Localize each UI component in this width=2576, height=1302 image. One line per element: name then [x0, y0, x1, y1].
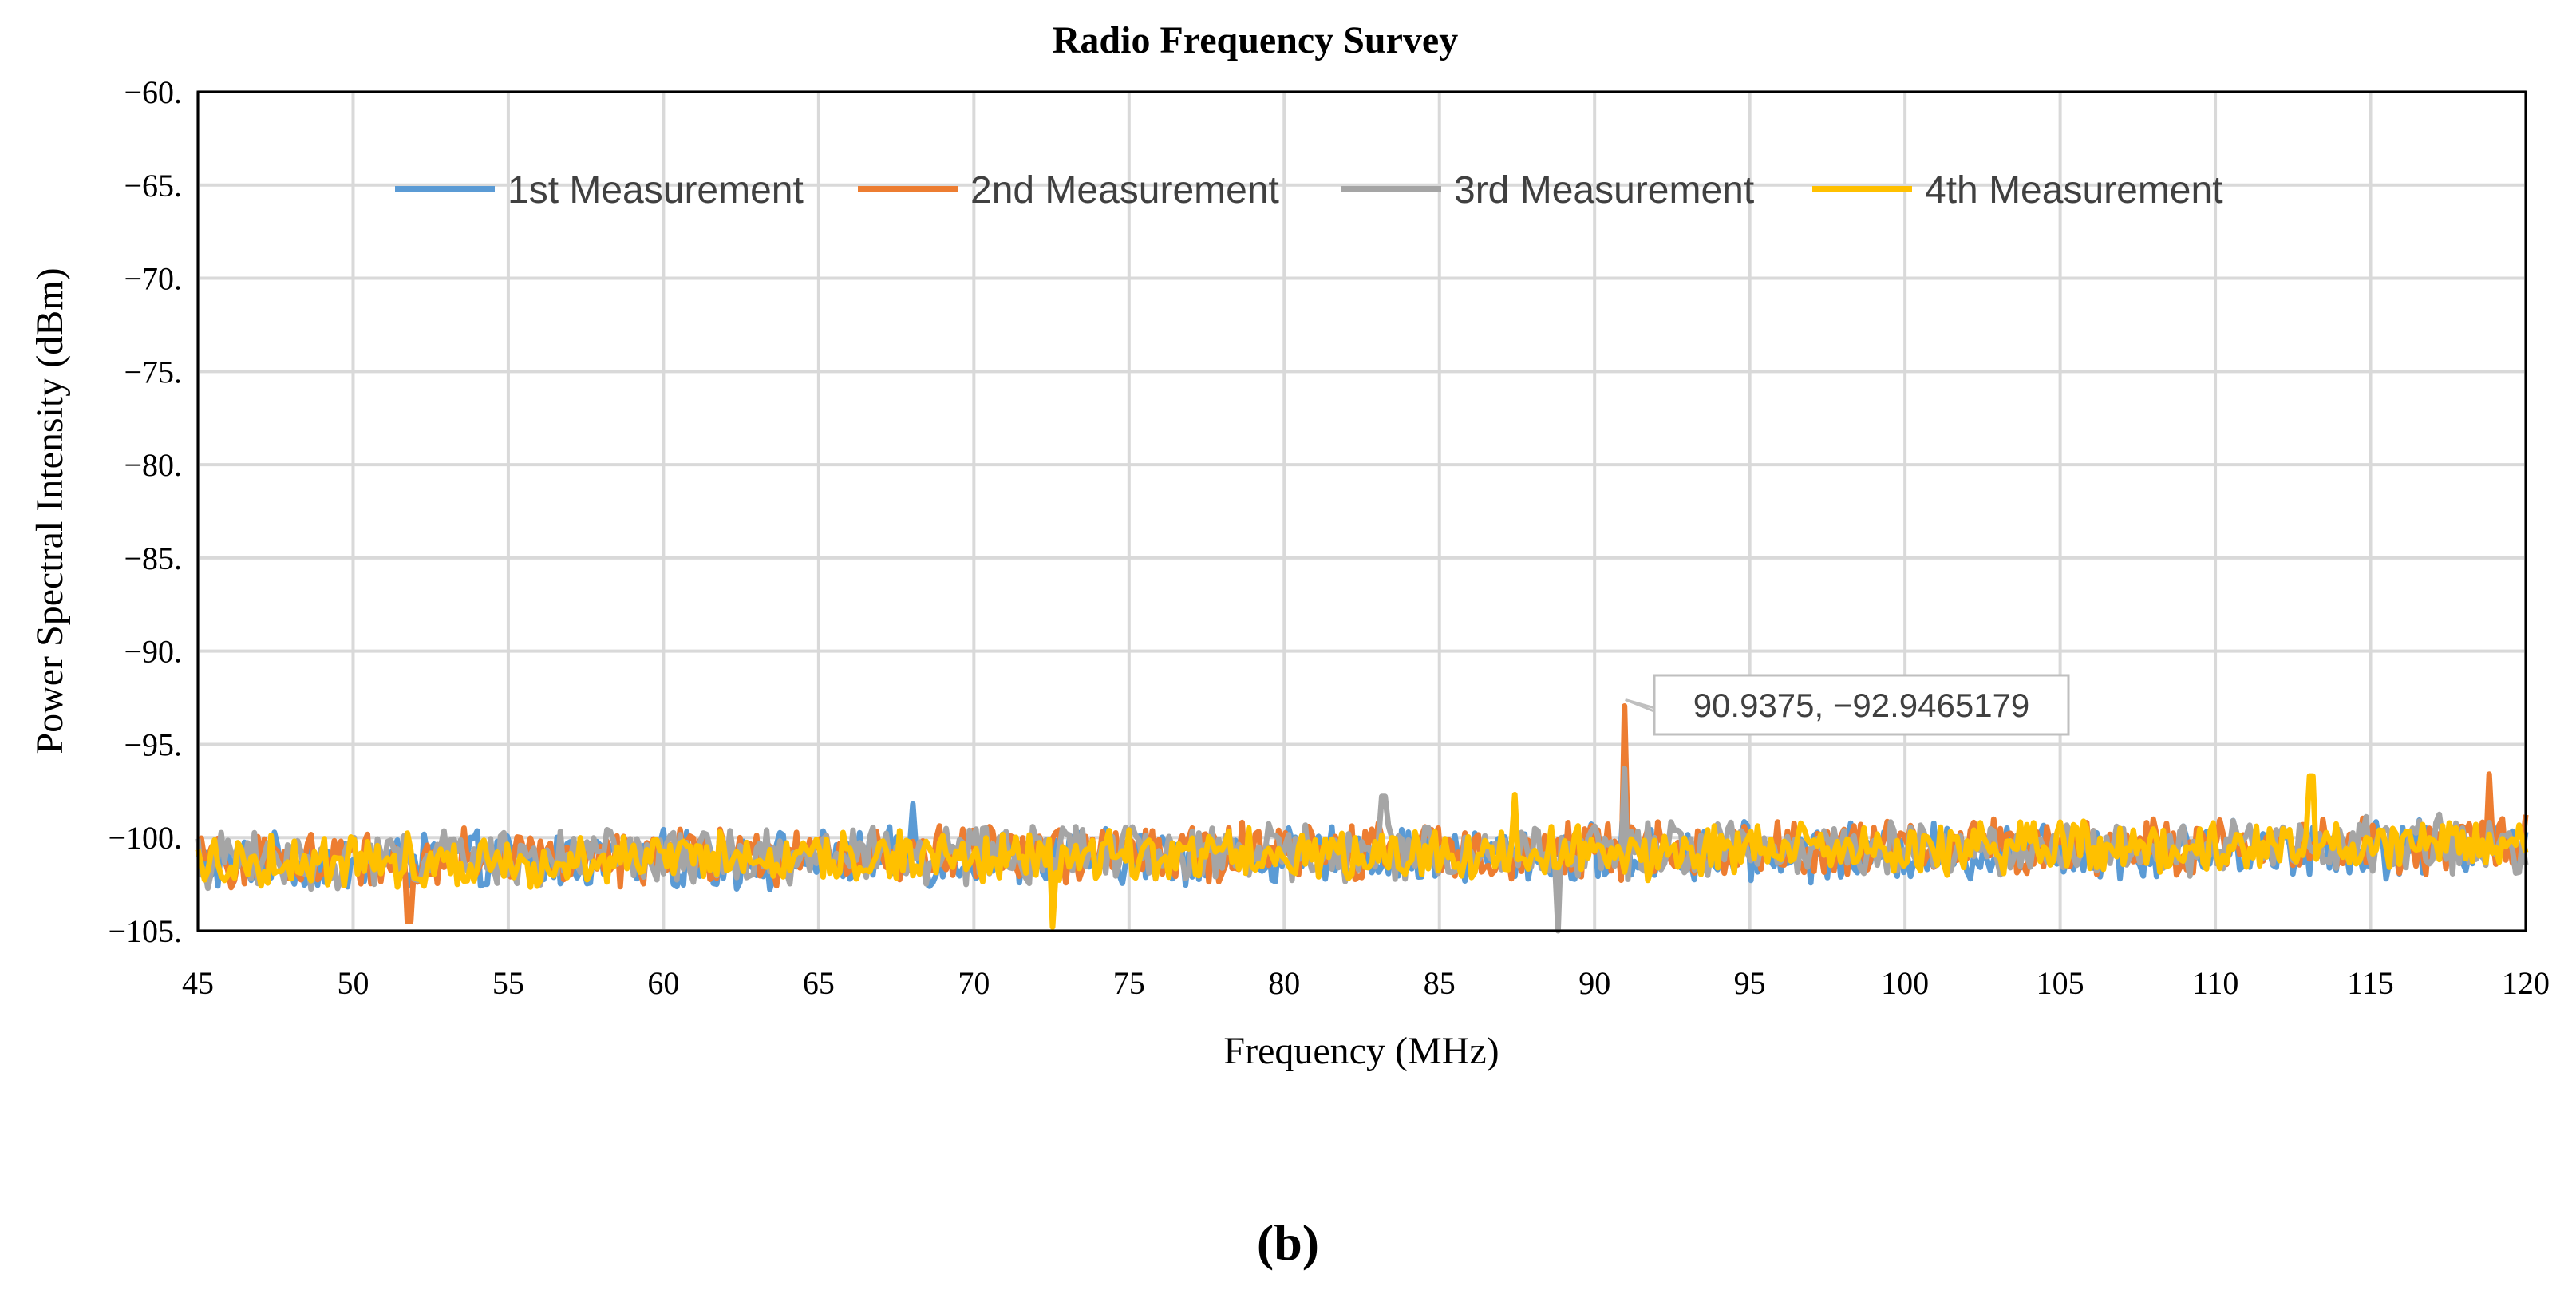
x-axis-label: Frequency (MHz) [1223, 1030, 1499, 1072]
legend: 1st Measurement 2nd Measurement 3rd Measur… [395, 169, 2223, 212]
x-tick-label: 100 [1881, 965, 1929, 1001]
series-layer [195, 703, 2529, 934]
x-tick-label: 50 [337, 965, 369, 1001]
x-tick-label: 65 [803, 965, 835, 1001]
y-tick-label: −90. [124, 634, 182, 670]
x-tick-label: 115 [2347, 965, 2394, 1001]
y-tick-label: −70. [124, 261, 182, 297]
x-tick-label: 55 [492, 965, 524, 1001]
annotation-box [1653, 674, 2070, 736]
legend-label: 3rd Measurement [1454, 169, 1754, 212]
x-tick-label: 45 [182, 965, 214, 1001]
y-tick-label: −100. [108, 820, 182, 856]
x-tick-label: 105 [2037, 965, 2084, 1001]
x-tick-label: 70 [958, 965, 990, 1001]
annotation-label: 90.9375, −92.9465179 [1693, 687, 2030, 724]
annotation-layer: 90.9375, −92.9465179 [1625, 674, 2070, 736]
panel-label-text: (b) [1256, 1214, 1320, 1271]
y-tick-label: −75. [124, 354, 182, 390]
tick-layer: 45 50 55 60 65 70 75 80 85 90 95 100 105 110 115 120 −60… [108, 74, 2550, 1001]
x-tick-label: 95 [1734, 965, 1766, 1001]
grid-layer [196, 90, 2527, 932]
series-line-4 [195, 773, 2529, 930]
x-tick-label: 60 [647, 965, 679, 1001]
x-tick-label: 110 [2192, 965, 2239, 1001]
y-axis-label: Power Spectral Intensity (dBm) [29, 267, 71, 754]
y-tick-label: −105. [108, 913, 182, 949]
x-tick-label: 85 [1424, 965, 1456, 1001]
y-tick-label: −80. [124, 447, 182, 483]
x-tick-label: 80 [1268, 965, 1300, 1001]
y-tick-label: −95. [124, 726, 182, 762]
chart-title: Radio Frequency Survey [1053, 19, 1458, 61]
plot-area-frame [196, 90, 2527, 932]
x-tick-label: 120 [2502, 965, 2550, 1001]
y-tick-label: −60. [124, 74, 182, 110]
legend-label: 2nd Measurement [970, 169, 1279, 212]
x-tick-label: 75 [1113, 965, 1145, 1001]
y-tick-label: −65. [124, 168, 182, 204]
panel-label: (b) [0, 1213, 2576, 1272]
legend-label: 4th Measurement [1925, 169, 2223, 212]
legend-label: 1st Measurement [508, 169, 804, 212]
x-tick-label: 90 [1578, 965, 1610, 1001]
y-tick-label: −85. [124, 540, 182, 576]
series-line-2 [195, 703, 2529, 924]
